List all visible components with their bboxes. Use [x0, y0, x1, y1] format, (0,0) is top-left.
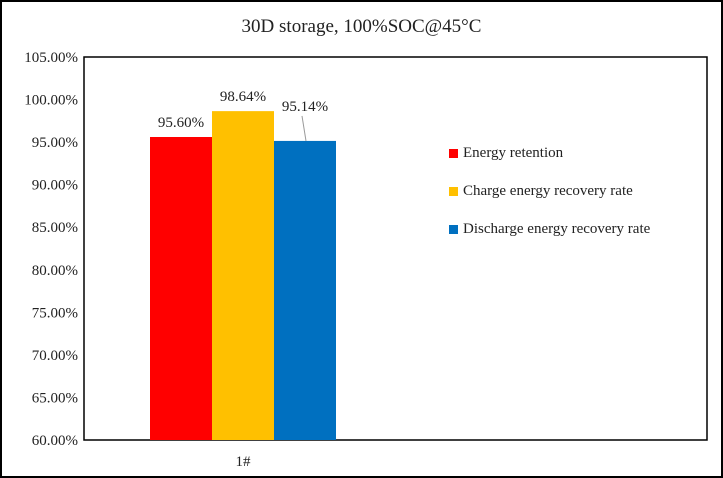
data-label-leader-line — [301, 115, 307, 141]
legend-swatch — [449, 187, 458, 196]
legend-item-charge-energy-recovery: Charge energy recovery rate — [449, 181, 689, 201]
bars — [150, 111, 336, 440]
y-tick-label: 65.00% — [32, 390, 78, 406]
y-tick-label: 90.00% — [32, 178, 78, 194]
legend-label: Energy retention — [463, 145, 564, 161]
y-tick-label: 85.00% — [32, 220, 78, 236]
legend-label: Charge energy recovery rate — [463, 183, 633, 199]
y-tick-label: 95.00% — [32, 135, 78, 151]
plot-area-border — [83, 56, 708, 441]
legend-item-discharge-energy-recovery: Discharge energy recovery rate — [449, 219, 678, 239]
data-label: 95.14% — [282, 99, 328, 115]
y-tick-label: 105.00% — [24, 50, 78, 66]
bar-discharge-energy-recovery-rate — [274, 140, 336, 440]
y-tick-label: 70.00% — [32, 348, 78, 364]
y-tick-label: 60.00% — [32, 433, 78, 449]
legend: Energy retention Charge energy recovery … — [449, 143, 689, 257]
y-axis: 60.00% 65.00% 70.00% 75.00% 80.00% 85.00% 90.0… — [24, 50, 708, 449]
legend-item-energy-retention: Energy retention — [449, 143, 689, 163]
legend-swatch — [449, 149, 458, 158]
x-axis: 1# — [236, 454, 252, 470]
bar-charge-energy-recovery-rate — [212, 111, 274, 440]
bar-energy-retention — [150, 137, 212, 440]
data-labels: 95.60% 98.64% 95.14% — [158, 89, 328, 141]
chart-title: 30D storage, 100%SOC@45°C — [241, 16, 482, 37]
y-tick-label: 100.00% — [24, 93, 78, 109]
data-label: 98.64% — [220, 89, 266, 105]
y-tick-label: 75.00% — [32, 305, 78, 321]
data-label: 95.60% — [158, 115, 204, 131]
legend-label: Discharge energy recovery rate — [463, 221, 651, 237]
x-tick-label: 1# — [236, 454, 252, 470]
y-tick-label: 80.00% — [32, 263, 78, 279]
legend-swatch — [449, 225, 458, 234]
